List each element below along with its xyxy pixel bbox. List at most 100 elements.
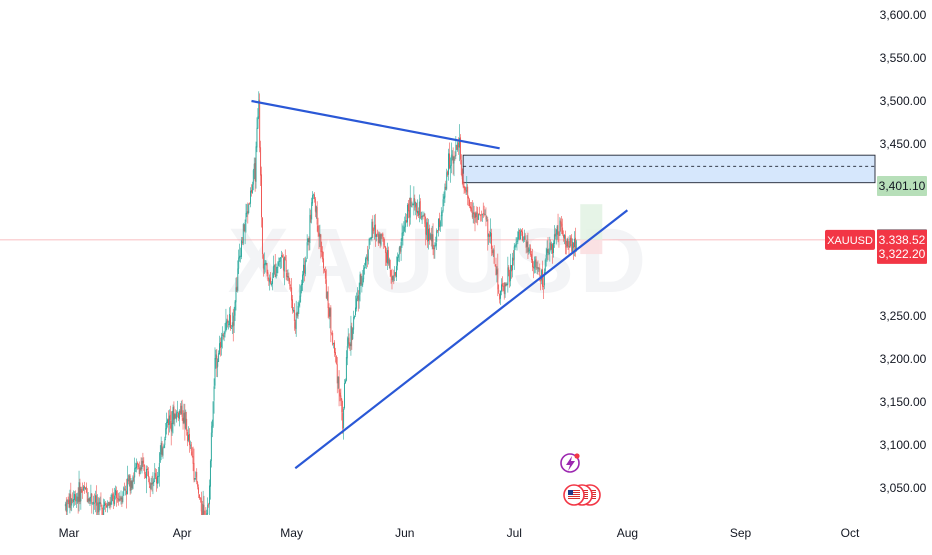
candle-body <box>145 474 146 478</box>
candle-body <box>194 463 195 480</box>
candle-body <box>371 222 372 238</box>
candle-body <box>371 237 372 239</box>
candle-body <box>454 156 455 163</box>
candle-body <box>220 342 221 348</box>
candle-body <box>551 244 552 250</box>
candle-body <box>498 290 499 293</box>
candle-body <box>110 503 111 506</box>
candle-body <box>535 260 536 262</box>
candle-body <box>354 316 355 318</box>
candle-body <box>95 495 96 502</box>
candle-body <box>284 257 285 272</box>
candle-body <box>475 213 476 217</box>
candle-body <box>177 412 178 413</box>
candle-body <box>517 232 518 242</box>
candle-body <box>90 497 91 502</box>
candle-body <box>153 481 154 483</box>
candle-body <box>217 361 218 367</box>
candle-body <box>525 236 526 240</box>
candle-body <box>288 277 289 282</box>
candle-body <box>92 504 93 505</box>
candle-body <box>319 234 320 237</box>
candle-body <box>212 426 213 433</box>
candle-body <box>555 234 556 237</box>
candle-body <box>545 260 546 271</box>
candle-body <box>181 406 182 414</box>
candle-body <box>374 225 375 230</box>
candle-body <box>447 171 448 175</box>
candle-body <box>134 468 135 477</box>
candle-body <box>332 333 333 345</box>
candle-body <box>459 138 460 148</box>
candle-body <box>230 315 231 328</box>
candle-body <box>574 239 575 247</box>
candle-body <box>522 232 523 241</box>
candle-body <box>308 239 309 243</box>
candle-body <box>130 476 131 491</box>
candle-body <box>299 296 300 303</box>
candle-body <box>163 448 164 455</box>
candle-body <box>433 234 434 248</box>
candle-body <box>209 486 210 505</box>
candle-body <box>478 214 479 220</box>
candle-body <box>161 443 162 455</box>
y-tick-label: 3,200.00 <box>880 352 927 366</box>
candle-body <box>390 260 391 269</box>
candle-body <box>448 153 449 174</box>
candle-body <box>174 414 175 419</box>
candle-body <box>421 218 422 219</box>
candle-body <box>553 243 554 253</box>
candle-body <box>199 494 200 498</box>
candle-body <box>240 256 241 257</box>
candle-body <box>113 500 114 504</box>
candle-body <box>533 267 534 269</box>
candle-body <box>112 494 113 499</box>
candle-body <box>492 250 493 254</box>
candle-body <box>328 291 329 308</box>
candle-body <box>347 346 348 358</box>
candle-body <box>479 214 480 215</box>
candle-body <box>430 234 431 240</box>
candle-body <box>216 356 217 368</box>
candle-body <box>72 500 73 501</box>
candle-body <box>484 213 485 214</box>
candle-body <box>168 419 169 425</box>
candle-body <box>139 467 140 474</box>
candle-body <box>330 308 331 334</box>
us-flag-icon-group <box>564 485 600 505</box>
candle-body <box>487 219 488 237</box>
candle-body <box>313 194 314 195</box>
candle-body <box>256 146 257 181</box>
candle-body <box>384 246 385 247</box>
candle-body <box>376 234 377 236</box>
candle-body <box>121 497 122 499</box>
candle-body <box>275 264 276 277</box>
candle-body <box>405 220 406 227</box>
candle-body <box>281 255 282 257</box>
candle-body <box>482 214 483 215</box>
candle-body <box>340 393 341 397</box>
candle-body <box>381 234 382 245</box>
candle-body <box>79 483 80 502</box>
candle-body <box>158 476 159 477</box>
candle-body <box>556 234 557 237</box>
candle-body <box>242 242 243 243</box>
candle-body <box>111 501 112 504</box>
candle-body <box>445 187 446 189</box>
candle-body <box>353 317 354 330</box>
candle-body <box>253 170 254 184</box>
candle-body <box>187 432 188 441</box>
candle-body <box>331 333 332 334</box>
candle-body <box>152 482 153 484</box>
candle-body <box>491 233 492 249</box>
candle-body <box>184 413 185 423</box>
candle-body <box>335 352 336 355</box>
candle-body <box>111 494 112 501</box>
candle-body <box>338 377 339 384</box>
candle-body <box>156 477 157 483</box>
candle-body <box>537 267 538 268</box>
candle-body <box>197 482 198 487</box>
candle-body <box>562 228 563 235</box>
